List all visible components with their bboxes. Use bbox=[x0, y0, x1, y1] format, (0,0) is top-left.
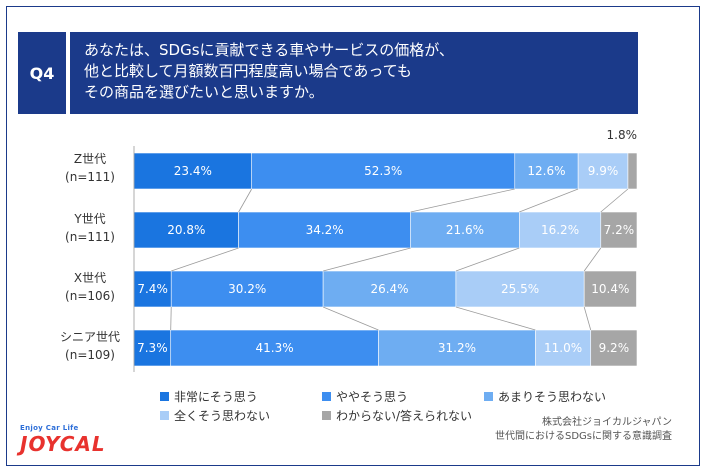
question-line: あなたは、SDGsに貢献できる車やサービスの価格が、 bbox=[84, 41, 454, 59]
bar-segment bbox=[627, 152, 638, 190]
legend-swatch bbox=[160, 411, 169, 420]
legend-label: わからない/答えられない bbox=[336, 409, 473, 423]
source-credit: 株式会社ジョイカルジャパン 世代間におけるSDGsに関する意識調査 bbox=[495, 416, 672, 444]
connector-line bbox=[455, 247, 520, 272]
legend-label: 非常にそう思う bbox=[174, 390, 258, 404]
bar-segment bbox=[133, 270, 172, 308]
connector-line bbox=[455, 306, 536, 331]
row-label-senior: シニア世代 (n=109) bbox=[40, 328, 140, 364]
bar-segment bbox=[577, 152, 629, 190]
data-label: 52.3% bbox=[364, 164, 402, 178]
connector-line bbox=[600, 188, 629, 213]
legend-label: 全くそう思わない bbox=[174, 409, 271, 423]
row-sample-size: (n=111) bbox=[65, 230, 115, 244]
data-label: 26.4% bbox=[370, 282, 408, 296]
row-sample-size: (n=109) bbox=[65, 348, 115, 362]
connector-line bbox=[238, 188, 253, 213]
data-label: 20.8% bbox=[167, 223, 205, 237]
row-name: シニア世代 bbox=[59, 330, 120, 344]
row-name: Z世代 bbox=[73, 152, 107, 166]
row-label-x: X世代 (n=106) bbox=[40, 269, 140, 305]
row-label-y: Y世代 (n=111) bbox=[40, 210, 140, 246]
bar-segment bbox=[322, 270, 457, 308]
bar-segment bbox=[170, 270, 324, 308]
legend-swatch bbox=[484, 392, 493, 401]
legend-swatch bbox=[160, 392, 169, 401]
question-line: 他と比較して月額数百円程度高い場合であっても bbox=[84, 62, 412, 80]
figure-frame bbox=[6, 6, 700, 466]
legend-label: ややそう思う bbox=[336, 390, 409, 404]
logo-tagline: Enjoy Car Life bbox=[20, 424, 79, 432]
bar-segment bbox=[455, 270, 585, 308]
logo-brand: JOYCAL bbox=[20, 432, 106, 456]
data-label: 9.2% bbox=[599, 341, 630, 355]
connector-line bbox=[322, 306, 379, 331]
data-label: 23.4% bbox=[174, 164, 212, 178]
data-label: 16.2% bbox=[541, 223, 579, 237]
bar-segment bbox=[238, 211, 411, 249]
credit-survey: 世代間におけるSDGsに関する意識調査 bbox=[494, 431, 672, 442]
bar-segment bbox=[251, 152, 516, 190]
credit-company: 株式会社ジョイカルジャパン bbox=[542, 417, 672, 428]
connector-line bbox=[410, 188, 515, 213]
legend-item: わからない/答えられない bbox=[322, 407, 472, 424]
question-text: あなたは、SDGsに貢献できる車やサービスの価格が、 他と比較して月額数百円程度… bbox=[70, 32, 638, 114]
data-label: 30.2% bbox=[228, 282, 266, 296]
row-label-z: Z世代 (n=111) bbox=[40, 150, 140, 186]
legend-item: 全くそう思わない bbox=[160, 407, 270, 424]
legend-item: あまりそう思わない bbox=[484, 388, 606, 405]
legend-label: あまりそう思わない bbox=[498, 390, 607, 404]
data-label: 41.3% bbox=[256, 341, 294, 355]
data-label: 1.8% bbox=[607, 128, 638, 142]
bar-segment bbox=[590, 329, 638, 367]
connector-line bbox=[583, 247, 602, 272]
bar-segment bbox=[518, 211, 602, 249]
connector-line bbox=[323, 247, 411, 272]
row-sample-size: (n=111) bbox=[65, 170, 115, 184]
bar-segment bbox=[133, 211, 239, 249]
data-label: 11.0% bbox=[544, 341, 582, 355]
bar-segment bbox=[583, 270, 637, 308]
row-sample-size: (n=106) bbox=[65, 289, 115, 303]
data-label: 7.4% bbox=[137, 282, 168, 296]
data-label: 7.3% bbox=[137, 341, 168, 355]
data-label: 25.5% bbox=[501, 282, 539, 296]
bar-segment bbox=[600, 211, 638, 249]
bar-segment bbox=[170, 329, 379, 367]
data-label: 21.6% bbox=[446, 223, 484, 237]
question-badge: Q4 bbox=[18, 32, 66, 114]
data-label: 10.4% bbox=[591, 282, 629, 296]
bar-segment bbox=[514, 152, 579, 190]
bar-segment bbox=[378, 329, 536, 367]
data-label: 31.2% bbox=[438, 341, 476, 355]
connector-line bbox=[170, 306, 172, 331]
bar-segment bbox=[535, 329, 592, 367]
question-line: その商品を選びたいと思いますか。 bbox=[84, 83, 324, 101]
joycal-logo: Enjoy Car Life JOYCAL bbox=[20, 424, 130, 460]
data-label: 9.9% bbox=[588, 164, 619, 178]
connector-line bbox=[171, 247, 239, 272]
row-name: X世代 bbox=[73, 271, 107, 285]
legend-item: 非常にそう思う bbox=[160, 388, 258, 405]
row-name: Y世代 bbox=[74, 212, 106, 226]
legend-swatch bbox=[322, 411, 331, 420]
data-label: 7.2% bbox=[604, 223, 635, 237]
connector-line bbox=[583, 306, 592, 331]
bar-segment bbox=[133, 329, 172, 367]
connector-line bbox=[519, 188, 579, 213]
legend-item: ややそう思う bbox=[322, 388, 408, 405]
legend-swatch bbox=[322, 392, 331, 401]
data-label: 12.6% bbox=[527, 164, 565, 178]
data-label: 34.2% bbox=[306, 223, 344, 237]
